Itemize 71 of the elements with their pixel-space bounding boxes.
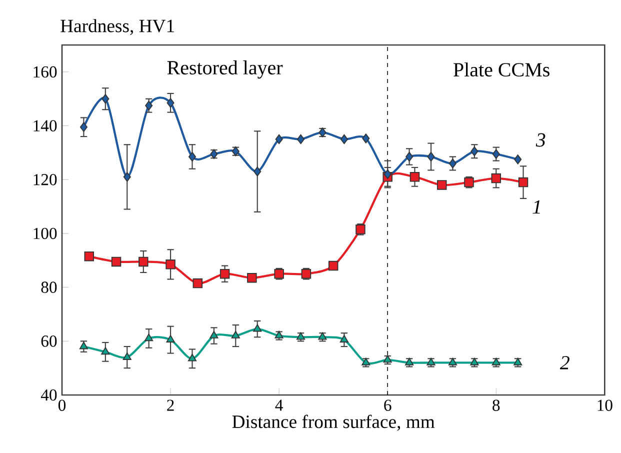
point: [145, 100, 153, 110]
point: [144, 334, 154, 342]
point: [122, 352, 132, 360]
point: [491, 173, 501, 184]
point: [166, 260, 176, 270]
point: [254, 166, 262, 176]
point: [518, 177, 528, 188]
x-tick-label: 6: [384, 400, 392, 411]
x-tick-label: 2: [167, 400, 174, 411]
point: [84, 251, 94, 262]
y-tick-label: 100: [34, 228, 57, 240]
point: [192, 278, 203, 288]
point: [188, 152, 196, 162]
point: [492, 149, 500, 159]
point: [111, 256, 122, 267]
point: [210, 330, 218, 338]
point: [427, 152, 435, 162]
point: [492, 358, 500, 366]
series-label: 3: [536, 133, 546, 147]
point: [247, 273, 257, 283]
point: [448, 358, 457, 366]
point: [166, 98, 174, 108]
point: [253, 324, 262, 332]
point: [514, 154, 522, 164]
x-tick-label: 0: [58, 400, 66, 411]
point: [362, 358, 370, 366]
point: [275, 134, 283, 144]
annotation: Restored layer: [167, 60, 283, 79]
point: [166, 334, 175, 342]
point: [231, 330, 240, 338]
point: [102, 94, 110, 104]
point: [448, 158, 456, 168]
y-tick-label: 40: [40, 389, 57, 401]
point: [340, 334, 348, 342]
annotation: Plate CCMs: [454, 62, 550, 77]
point: [406, 152, 414, 162]
point: [405, 358, 414, 366]
point: [514, 358, 522, 366]
point: [426, 358, 436, 366]
y-tick-label: 120: [34, 174, 57, 186]
point: [296, 332, 306, 340]
y-tick-label: 140: [34, 120, 57, 132]
point: [80, 122, 88, 132]
point: [274, 330, 284, 338]
point: [138, 256, 148, 267]
point: [318, 332, 327, 340]
series-label: 1: [532, 200, 540, 214]
point: [79, 342, 88, 350]
x-axis-title: Distance from surface, mm: [232, 414, 435, 431]
x-tick-label: 4: [275, 400, 283, 411]
y-axis-title: Hardness, HV1: [60, 19, 174, 35]
point: [297, 134, 305, 144]
x-tick-label: 8: [492, 400, 500, 411]
point: [220, 268, 230, 279]
point: [362, 134, 370, 144]
point: [384, 169, 392, 180]
point: [470, 358, 479, 366]
point: [328, 260, 338, 271]
y-tick-label: 60: [41, 336, 57, 347]
y-tick-label: 160: [34, 66, 57, 78]
point: [188, 354, 197, 362]
point: [410, 172, 420, 182]
point: [101, 347, 110, 355]
point: [123, 172, 131, 182]
series-label: 2: [560, 356, 570, 370]
point: [437, 180, 447, 190]
point: [470, 146, 478, 156]
point: [383, 355, 392, 363]
y-tick-label: 80: [41, 282, 57, 293]
point: [340, 134, 348, 144]
x-tick-label: 10: [598, 400, 612, 411]
